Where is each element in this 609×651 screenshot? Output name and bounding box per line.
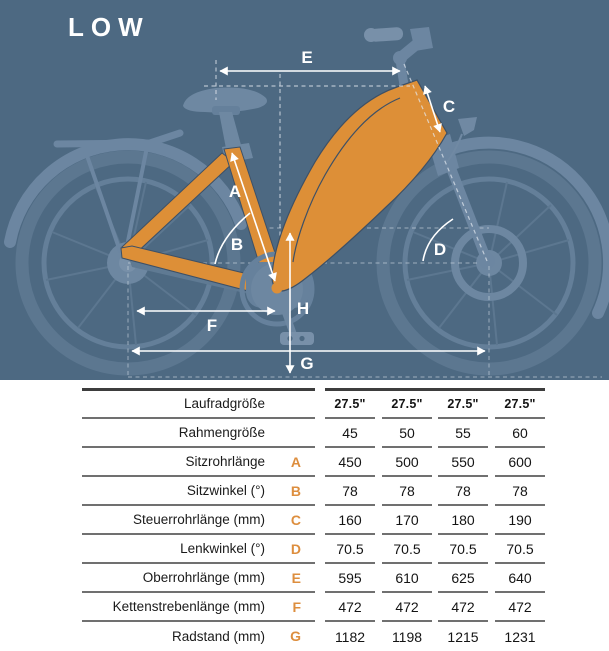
table-cell: 45 bbox=[325, 419, 375, 448]
row-label: Rahmengröße bbox=[178, 425, 265, 440]
table-cell: 472 bbox=[325, 593, 375, 622]
row-label: Oberrohrlänge (mm) bbox=[142, 570, 265, 585]
angle-arc-b bbox=[214, 212, 251, 265]
down-tube bbox=[271, 79, 448, 292]
row-key: C bbox=[290, 511, 301, 528]
label-c: C bbox=[443, 97, 455, 116]
table-top-border bbox=[82, 388, 315, 391]
row-label: Kettenstrebenlänge (mm) bbox=[112, 599, 265, 614]
front-wheel bbox=[376, 150, 602, 376]
handlebar-and-stem bbox=[364, 27, 433, 86]
row-label: Steuerrohrlänge (mm) bbox=[132, 512, 265, 527]
table-cell: 70.5 bbox=[325, 535, 375, 564]
table-row: Steuerrohrlänge (mm) C 160 170 180 190 bbox=[0, 506, 609, 535]
table-cell: 550 bbox=[438, 448, 488, 477]
table-cell: 70.5 bbox=[495, 535, 545, 564]
table-cell: 78 bbox=[325, 477, 375, 506]
row-label: Radstand (mm) bbox=[171, 629, 265, 644]
row-key: E bbox=[291, 569, 301, 586]
table-top-border bbox=[325, 388, 545, 391]
table-cell: 180 bbox=[438, 506, 488, 535]
table-cell: 27.5" bbox=[495, 390, 545, 419]
bike-geometry-diagram: LOW bbox=[0, 0, 609, 380]
table-cell: 78 bbox=[438, 477, 488, 506]
table-cell: 27.5" bbox=[438, 390, 488, 419]
dimension-arrow-c bbox=[423, 85, 442, 133]
label-f: F bbox=[207, 316, 217, 335]
table-cell: 55 bbox=[438, 419, 488, 448]
table-cell: 472 bbox=[495, 593, 545, 622]
table-row: Kettenstrebenlänge (mm) F 472 472 472 472 bbox=[0, 593, 609, 622]
bell-icon bbox=[446, 117, 477, 163]
row-key: B bbox=[290, 482, 301, 499]
table-cell: 450 bbox=[325, 448, 375, 477]
dimension-arrow-a bbox=[230, 152, 277, 282]
label-g: G bbox=[300, 354, 313, 373]
rear-rack bbox=[53, 129, 184, 253]
battery-outline bbox=[292, 97, 401, 263]
table-cell: 640 bbox=[495, 564, 545, 593]
table-cell: 170 bbox=[382, 506, 432, 535]
table-cell: 160 bbox=[325, 506, 375, 535]
table-cell: 70.5 bbox=[382, 535, 432, 564]
row-key: F bbox=[292, 598, 301, 615]
row-label: Sitzrohrlänge bbox=[185, 454, 265, 469]
table-cell: 500 bbox=[382, 448, 432, 477]
row-label: Laufradgröße bbox=[183, 396, 265, 411]
table-cell: 50 bbox=[382, 419, 432, 448]
table-cell: 190 bbox=[495, 506, 545, 535]
table-cell: 610 bbox=[382, 564, 432, 593]
table-cell: 60 bbox=[495, 419, 545, 448]
table-cell: 27.5" bbox=[325, 390, 375, 419]
row-label: Lenkwinkel (°) bbox=[180, 541, 265, 556]
table-row: Lenkwinkel (°) D 70.5 70.5 70.5 70.5 bbox=[0, 535, 609, 564]
table-cell: 472 bbox=[438, 593, 488, 622]
table-row: Sitzwinkel (°) B 78 78 78 78 bbox=[0, 477, 609, 506]
table-row: Rahmengröße 45 50 55 60 bbox=[0, 419, 609, 448]
bike-diagram-svg: A B C D E F G H bbox=[4, 27, 609, 378]
table-cell: 70.5 bbox=[438, 535, 488, 564]
frame-type-title: LOW bbox=[68, 12, 150, 42]
label-h: H bbox=[297, 299, 309, 318]
table-cell: 595 bbox=[325, 564, 375, 593]
table-cell: 625 bbox=[438, 564, 488, 593]
table-cell: 78 bbox=[382, 477, 432, 506]
steering-axis-dashed bbox=[403, 63, 488, 262]
table-cell: 27.5" bbox=[382, 390, 432, 419]
geometry-table: Laufradgröße 27.5" 27.5" 27.5" 27.5" Rah… bbox=[0, 380, 609, 651]
front-fender bbox=[442, 136, 609, 319]
angle-arc-d bbox=[422, 218, 454, 262]
table-cell: 600 bbox=[495, 448, 545, 477]
row-key: G bbox=[290, 627, 301, 644]
table-row: Sitzrohrlänge A 450 500 550 600 bbox=[0, 448, 609, 477]
table-row: Laufradgröße 27.5" 27.5" 27.5" 27.5" bbox=[0, 390, 609, 419]
table-cell: 1231 bbox=[504, 628, 536, 645]
table-cell: 78 bbox=[495, 477, 545, 506]
label-e: E bbox=[301, 48, 312, 67]
row-label: Sitzwinkel (°) bbox=[186, 483, 265, 498]
label-a: A bbox=[229, 182, 241, 201]
table-cell: 1182 bbox=[334, 628, 366, 645]
bottom-bracket-dot bbox=[271, 282, 283, 294]
row-key: D bbox=[290, 540, 301, 557]
table-cell: 1215 bbox=[447, 628, 479, 645]
table-cell: 1198 bbox=[391, 628, 423, 645]
table-row: Oberrohrlänge (mm) E 595 610 625 640 bbox=[0, 564, 609, 593]
row-key: A bbox=[290, 453, 301, 470]
table-row: Radstand (mm) G 1182 1198 1215 1231 bbox=[0, 622, 609, 651]
table-cell: 472 bbox=[382, 593, 432, 622]
label-b: B bbox=[231, 235, 243, 254]
label-d: D bbox=[434, 240, 446, 259]
